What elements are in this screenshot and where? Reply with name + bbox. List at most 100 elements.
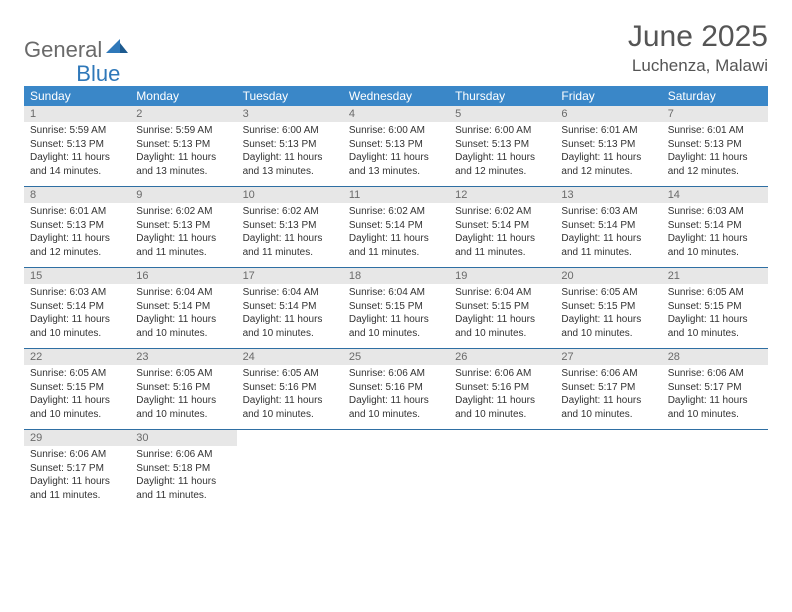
daylight-line: Daylight: 11 hours and 10 minutes. [668, 313, 762, 340]
daylight-line: Daylight: 11 hours and 10 minutes. [136, 313, 230, 340]
calendar-day-cell: 25Sunrise: 6:06 AMSunset: 5:16 PMDayligh… [343, 349, 449, 430]
sunrise-line: Sunrise: 6:03 AM [561, 205, 655, 219]
calendar-day-cell: 9Sunrise: 6:02 AMSunset: 5:13 PMDaylight… [130, 187, 236, 268]
sunset-line: Sunset: 5:16 PM [349, 381, 443, 395]
calendar-day-cell: 22Sunrise: 6:05 AMSunset: 5:15 PMDayligh… [24, 349, 130, 430]
daylight-line: Daylight: 11 hours and 10 minutes. [243, 394, 337, 421]
sunrise-line: Sunrise: 6:04 AM [136, 286, 230, 300]
calendar-day-cell: 7Sunrise: 6:01 AMSunset: 5:13 PMDaylight… [662, 106, 768, 187]
sunrise-line: Sunrise: 6:02 AM [349, 205, 443, 219]
day-details: Sunrise: 6:05 AMSunset: 5:15 PMDaylight:… [662, 284, 768, 348]
daylight-line: Daylight: 11 hours and 10 minutes. [668, 232, 762, 259]
sunset-line: Sunset: 5:15 PM [30, 381, 124, 395]
daylight-line: Daylight: 11 hours and 11 minutes. [243, 232, 337, 259]
sunrise-line: Sunrise: 6:05 AM [136, 367, 230, 381]
daylight-line: Daylight: 11 hours and 10 minutes. [561, 313, 655, 340]
daylight-line: Daylight: 11 hours and 10 minutes. [455, 313, 549, 340]
day-details: Sunrise: 5:59 AMSunset: 5:13 PMDaylight:… [130, 122, 236, 186]
sunset-line: Sunset: 5:13 PM [243, 138, 337, 152]
day-number: 13 [555, 187, 661, 203]
day-number: 25 [343, 349, 449, 365]
sunset-line: Sunset: 5:13 PM [30, 219, 124, 233]
calendar-day-cell: 1Sunrise: 5:59 AMSunset: 5:13 PMDaylight… [24, 106, 130, 187]
daylight-line: Daylight: 11 hours and 12 minutes. [561, 151, 655, 178]
calendar-day-cell: 5Sunrise: 6:00 AMSunset: 5:13 PMDaylight… [449, 106, 555, 187]
sunrise-line: Sunrise: 6:05 AM [561, 286, 655, 300]
day-number: 27 [555, 349, 661, 365]
day-details: Sunrise: 6:00 AMSunset: 5:13 PMDaylight:… [343, 122, 449, 186]
sunset-line: Sunset: 5:16 PM [455, 381, 549, 395]
day-details: Sunrise: 6:06 AMSunset: 5:17 PMDaylight:… [662, 365, 768, 429]
calendar-body: 1Sunrise: 5:59 AMSunset: 5:13 PMDaylight… [24, 106, 768, 510]
weekday-header: Friday [555, 86, 661, 106]
sunset-line: Sunset: 5:13 PM [243, 219, 337, 233]
day-number: 21 [662, 268, 768, 284]
calendar-empty-cell [237, 430, 343, 511]
calendar-day-cell: 2Sunrise: 5:59 AMSunset: 5:13 PMDaylight… [130, 106, 236, 187]
day-details: Sunrise: 6:05 AMSunset: 5:15 PMDaylight:… [24, 365, 130, 429]
day-number: 19 [449, 268, 555, 284]
sunrise-line: Sunrise: 6:06 AM [136, 448, 230, 462]
day-number: 15 [24, 268, 130, 284]
sunrise-line: Sunrise: 6:00 AM [455, 124, 549, 138]
calendar-day-cell: 21Sunrise: 6:05 AMSunset: 5:15 PMDayligh… [662, 268, 768, 349]
sunrise-line: Sunrise: 6:06 AM [349, 367, 443, 381]
sunset-line: Sunset: 5:13 PM [30, 138, 124, 152]
day-number: 12 [449, 187, 555, 203]
calendar-day-cell: 12Sunrise: 6:02 AMSunset: 5:14 PMDayligh… [449, 187, 555, 268]
calendar-day-cell: 29Sunrise: 6:06 AMSunset: 5:17 PMDayligh… [24, 430, 130, 511]
day-number: 17 [237, 268, 343, 284]
weekday-row: SundayMondayTuesdayWednesdayThursdayFrid… [24, 86, 768, 106]
logo-word-2: Blue [76, 61, 120, 87]
logo: General Blue [24, 26, 120, 74]
weekday-header: Saturday [662, 86, 768, 106]
day-number: 8 [24, 187, 130, 203]
daylight-line: Daylight: 11 hours and 14 minutes. [30, 151, 124, 178]
sunset-line: Sunset: 5:13 PM [668, 138, 762, 152]
calendar-day-cell: 26Sunrise: 6:06 AMSunset: 5:16 PMDayligh… [449, 349, 555, 430]
daylight-line: Daylight: 11 hours and 10 minutes. [668, 394, 762, 421]
day-number: 7 [662, 106, 768, 122]
day-details: Sunrise: 6:01 AMSunset: 5:13 PMDaylight:… [24, 203, 130, 267]
sunset-line: Sunset: 5:13 PM [136, 219, 230, 233]
sunrise-line: Sunrise: 6:04 AM [455, 286, 549, 300]
sunrise-line: Sunrise: 6:03 AM [30, 286, 124, 300]
day-details: Sunrise: 6:02 AMSunset: 5:14 PMDaylight:… [343, 203, 449, 267]
day-number: 3 [237, 106, 343, 122]
calendar-empty-cell [449, 430, 555, 511]
day-details: Sunrise: 6:05 AMSunset: 5:15 PMDaylight:… [555, 284, 661, 348]
day-number: 11 [343, 187, 449, 203]
daylight-line: Daylight: 11 hours and 11 minutes. [30, 475, 124, 502]
day-number: 29 [24, 430, 130, 446]
sunrise-line: Sunrise: 6:05 AM [243, 367, 337, 381]
calendar-day-cell: 11Sunrise: 6:02 AMSunset: 5:14 PMDayligh… [343, 187, 449, 268]
sunrise-line: Sunrise: 6:06 AM [668, 367, 762, 381]
sunset-line: Sunset: 5:16 PM [243, 381, 337, 395]
calendar-week-row: 8Sunrise: 6:01 AMSunset: 5:13 PMDaylight… [24, 187, 768, 268]
calendar-day-cell: 16Sunrise: 6:04 AMSunset: 5:14 PMDayligh… [130, 268, 236, 349]
day-number: 4 [343, 106, 449, 122]
calendar-week-row: 29Sunrise: 6:06 AMSunset: 5:17 PMDayligh… [24, 430, 768, 511]
day-number: 23 [130, 349, 236, 365]
sunrise-line: Sunrise: 5:59 AM [136, 124, 230, 138]
day-details: Sunrise: 6:01 AMSunset: 5:13 PMDaylight:… [662, 122, 768, 186]
weekday-header: Monday [130, 86, 236, 106]
sunrise-line: Sunrise: 6:06 AM [30, 448, 124, 462]
calendar-day-cell: 18Sunrise: 6:04 AMSunset: 5:15 PMDayligh… [343, 268, 449, 349]
calendar-day-cell: 4Sunrise: 6:00 AMSunset: 5:13 PMDaylight… [343, 106, 449, 187]
sunrise-line: Sunrise: 6:02 AM [136, 205, 230, 219]
day-details: Sunrise: 6:06 AMSunset: 5:16 PMDaylight:… [343, 365, 449, 429]
logo-mark-icon [106, 39, 128, 62]
calendar-day-cell: 13Sunrise: 6:03 AMSunset: 5:14 PMDayligh… [555, 187, 661, 268]
sunset-line: Sunset: 5:15 PM [349, 300, 443, 314]
sunset-line: Sunset: 5:14 PM [136, 300, 230, 314]
weekday-header: Sunday [24, 86, 130, 106]
daylight-line: Daylight: 11 hours and 11 minutes. [136, 232, 230, 259]
calendar-day-cell: 28Sunrise: 6:06 AMSunset: 5:17 PMDayligh… [662, 349, 768, 430]
daylight-line: Daylight: 11 hours and 13 minutes. [243, 151, 337, 178]
sunset-line: Sunset: 5:14 PM [455, 219, 549, 233]
sunrise-line: Sunrise: 6:01 AM [561, 124, 655, 138]
calendar-day-cell: 8Sunrise: 6:01 AMSunset: 5:13 PMDaylight… [24, 187, 130, 268]
calendar-day-cell: 10Sunrise: 6:02 AMSunset: 5:13 PMDayligh… [237, 187, 343, 268]
sunrise-line: Sunrise: 6:06 AM [455, 367, 549, 381]
